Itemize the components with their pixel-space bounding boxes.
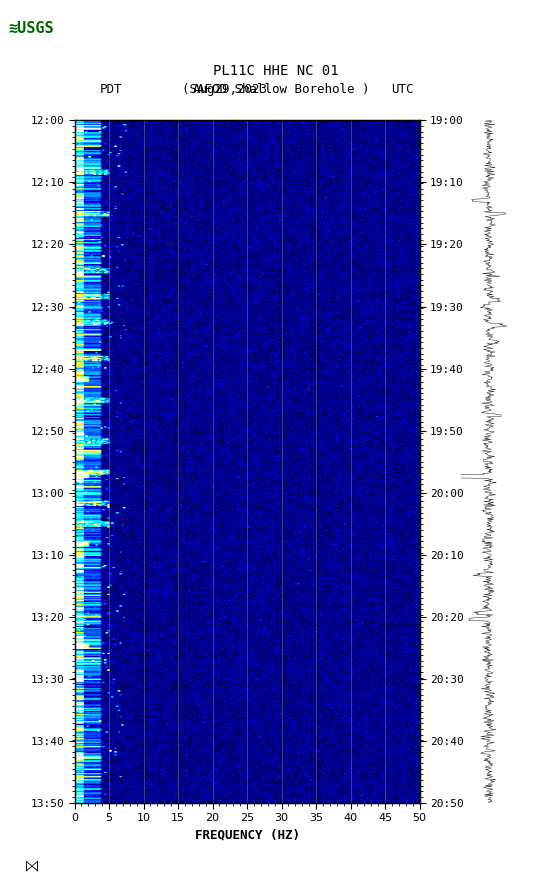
Text: ≋USGS: ≋USGS — [8, 21, 54, 37]
Text: Aug29,2023: Aug29,2023 — [193, 83, 268, 95]
Text: UTC: UTC — [391, 83, 414, 95]
Text: (SAFOD Shallow Borehole ): (SAFOD Shallow Borehole ) — [182, 83, 370, 95]
X-axis label: FREQUENCY (HZ): FREQUENCY (HZ) — [194, 829, 300, 842]
Text: PL11C HHE NC 01: PL11C HHE NC 01 — [213, 64, 339, 78]
Text: PDT: PDT — [99, 83, 122, 95]
Text: $\Join$: $\Join$ — [22, 859, 39, 874]
